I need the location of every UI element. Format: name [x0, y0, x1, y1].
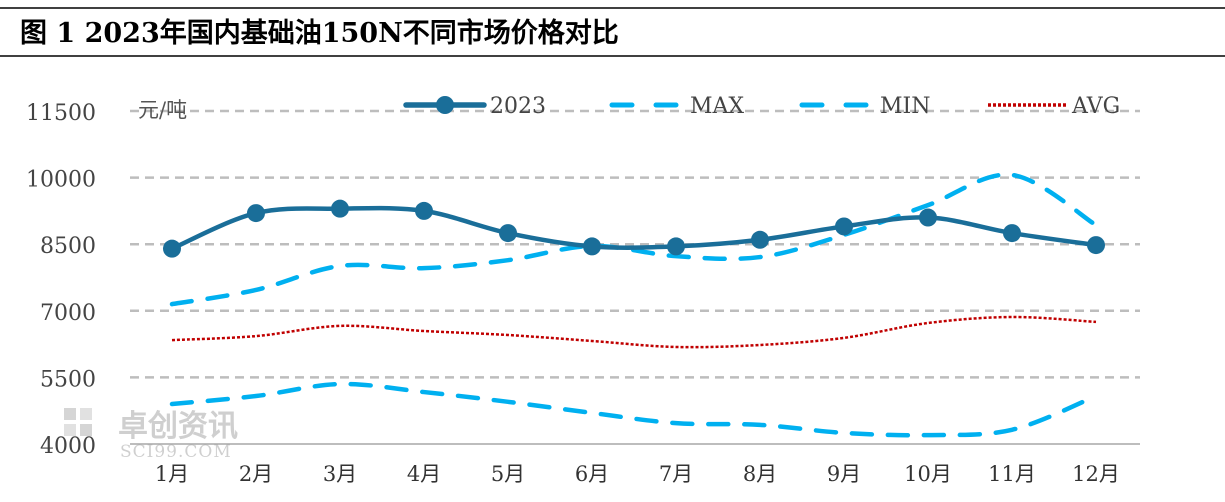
x-tick-label: 11月 — [988, 462, 1036, 486]
watermark-url: SCI99.COM — [120, 442, 232, 462]
data-point-2023 — [1087, 236, 1105, 255]
x-tick-label: 9月 — [827, 462, 861, 486]
data-point-2023 — [751, 230, 769, 249]
data-point-2023 — [163, 239, 181, 258]
x-tick-label: 2月 — [239, 462, 273, 486]
series-line-min — [169, 381, 1099, 438]
x-tick-label: 8月 — [743, 462, 777, 486]
data-point-2023 — [919, 208, 937, 227]
data-point-2023 — [331, 199, 349, 218]
watermark: 卓创资讯 SCI99.COM — [64, 408, 238, 462]
x-tick-label: 1月 — [155, 462, 189, 486]
x-tick-label: 5月 — [491, 462, 525, 486]
chart-title: 图 1 2023年国内基础油150N不同市场价格对比 — [20, 17, 619, 49]
watermark-logo-icon — [80, 424, 92, 436]
data-point-2023 — [415, 201, 433, 220]
x-tick-label: 7月 — [659, 462, 693, 486]
legend-item-2023: 2023 — [403, 94, 546, 119]
y-tick-label: 11500 — [26, 101, 96, 126]
y-tick-label: 8500 — [40, 234, 96, 259]
series-line-2023 — [171, 205, 1097, 251]
legend-label: MIN — [880, 94, 930, 119]
data-point-2023 — [247, 204, 265, 223]
series-line-avg — [171, 315, 1097, 349]
series-line-max — [169, 172, 1099, 307]
legend-label: MAX — [690, 94, 744, 119]
legend-label: AVG — [1071, 94, 1120, 119]
data-point-2023 — [583, 237, 601, 256]
y-tick-label: 7000 — [40, 301, 96, 326]
legend-marker — [436, 96, 454, 114]
data-point-2023 — [1003, 224, 1021, 243]
x-tick-label: 10月 — [904, 462, 952, 486]
x-tick-label: 4月 — [407, 462, 441, 486]
data-point-2023 — [835, 217, 853, 236]
y-tick-label: 10000 — [26, 168, 96, 193]
legend-item-min: MIN — [799, 94, 930, 119]
x-tick-label: 12月 — [1072, 462, 1120, 486]
watermark-logo-icon — [64, 424, 76, 436]
watermark-text: 卓创资讯 — [118, 409, 238, 444]
x-tick-label: 3月 — [323, 462, 357, 486]
x-tick-label: 6月 — [575, 462, 609, 486]
legend-label: 2023 — [490, 94, 546, 119]
y-tick-label: 4000 — [40, 434, 96, 459]
watermark-logo-icon — [64, 408, 76, 420]
data-point-2023 — [667, 237, 685, 256]
watermark-logo-icon — [80, 408, 92, 420]
y-axis-unit: 元/吨 — [138, 98, 187, 122]
legend-item-avg: AVG — [988, 94, 1120, 119]
data-point-2023 — [499, 224, 517, 243]
y-tick-label: 5500 — [40, 367, 96, 392]
legend-item-max: MAX — [609, 94, 744, 119]
